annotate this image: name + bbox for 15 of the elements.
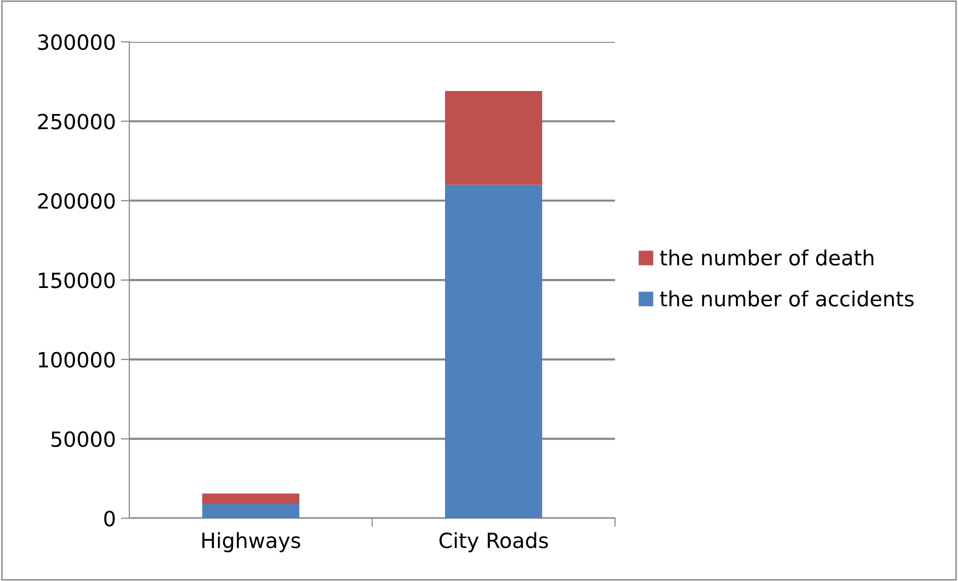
bar <box>445 91 542 185</box>
y-tick-label: 300000 <box>38 34 115 50</box>
legend-label: the number of death <box>660 249 874 266</box>
bar <box>202 493 300 504</box>
x-tick-label: City Roads <box>439 532 548 552</box>
y-tick-label: 150000 <box>38 272 115 288</box>
legend-label: the number of accidents <box>660 290 914 307</box>
y-tick-label: 50000 <box>51 431 115 448</box>
bar <box>202 504 300 518</box>
y-tick-label: 200000 <box>38 193 115 209</box>
bar <box>445 184 542 518</box>
x-tick-label: Highways <box>202 532 300 552</box>
y-tick-label: 100000 <box>38 352 115 368</box>
y-tick-label: 0 <box>104 510 115 526</box>
y-tick-label: 250000 <box>38 114 115 130</box>
